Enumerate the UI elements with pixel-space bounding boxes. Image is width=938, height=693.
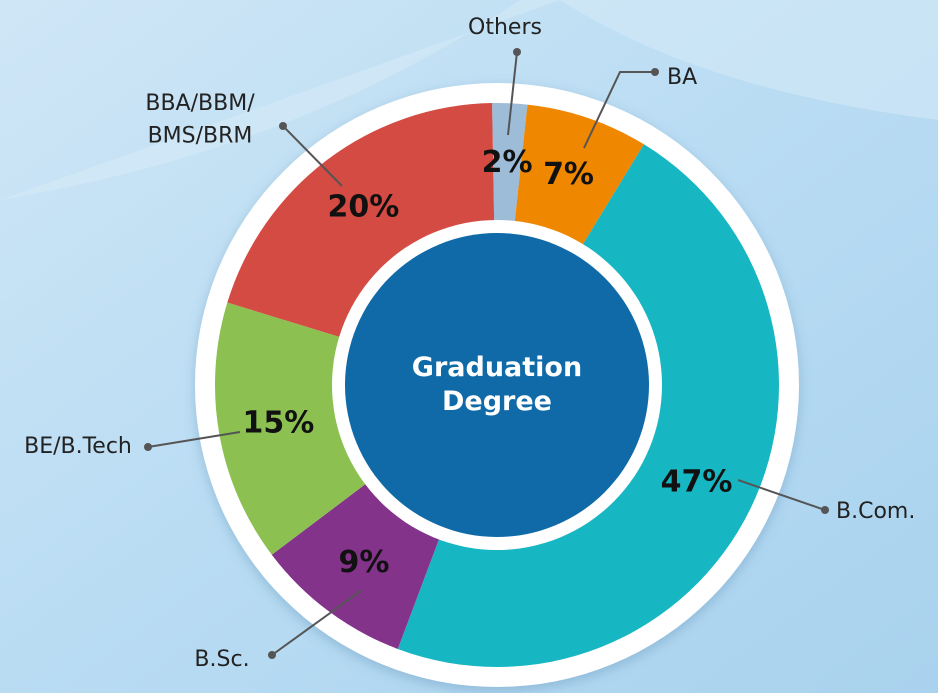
pie-segment: [492, 103, 528, 226]
value-label: 7%: [543, 156, 594, 191]
center-circle: [345, 233, 649, 537]
pie-segment: [214, 302, 370, 555]
category-label: BE/B.Tech: [24, 434, 132, 459]
leader-line: [282, 125, 343, 187]
leader-line: [147, 431, 241, 448]
pie-segment: [397, 144, 779, 667]
value-label: 15%: [242, 405, 314, 440]
leader-dot: [513, 48, 521, 56]
segments: [214, 103, 779, 667]
category-label: B.Com.: [836, 499, 915, 524]
value-label: 2%: [482, 145, 533, 180]
background-shape: [0, 0, 938, 200]
leader-dot: [651, 68, 659, 76]
category-label: Others: [468, 15, 542, 40]
leader-line: [737, 479, 826, 511]
value-label: 47%: [661, 464, 733, 499]
leader-line: [507, 51, 518, 136]
center-label: Graduation Degree: [412, 352, 582, 417]
pie-segment: [514, 104, 644, 249]
category-label: BBA/BBM/BMS/BRM: [145, 91, 255, 149]
leader-dot: [821, 506, 829, 514]
leader-dot: [279, 122, 287, 130]
leader-dot: [144, 443, 152, 451]
leaders: [144, 48, 829, 659]
leader-line: [271, 589, 363, 656]
leader-line: [583, 71, 655, 149]
leader-dot: [268, 651, 276, 659]
pie-segment: [227, 103, 495, 339]
category-label: B.Sc.: [194, 647, 249, 672]
category-label: BA: [667, 65, 697, 90]
value-label: 20%: [327, 189, 399, 224]
value-label: 9%: [339, 544, 390, 579]
pie-segment: [271, 481, 441, 649]
